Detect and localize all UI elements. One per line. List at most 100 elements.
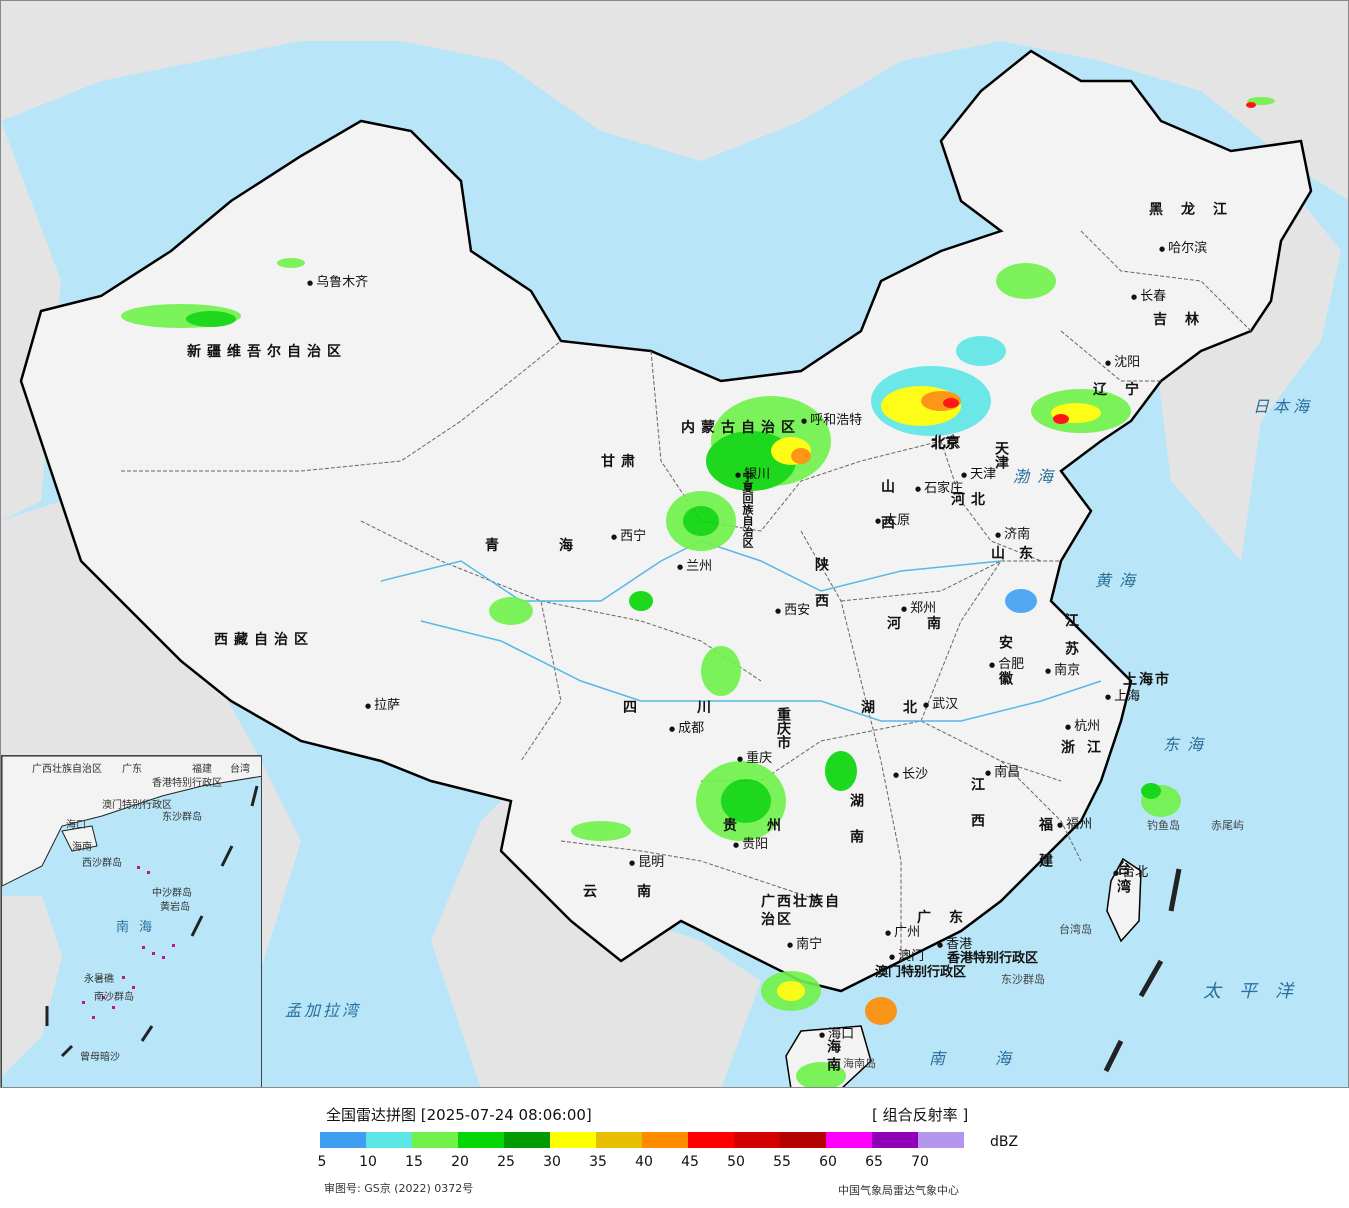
inset-label: 福建 xyxy=(192,764,212,775)
legend-color-cell xyxy=(734,1132,780,1148)
sea-label: 日本海 xyxy=(1253,397,1314,416)
inset-label: 黄岩岛 xyxy=(160,902,190,913)
province-label: 青海 xyxy=(485,538,633,554)
city-label: 石家庄 xyxy=(915,477,963,496)
inset-label: 南沙群岛 xyxy=(94,992,134,1003)
province-label: 江西 xyxy=(969,777,985,849)
city-label: 香港 xyxy=(937,933,972,952)
source-credit: 中国气象局雷达气象中心 xyxy=(838,1184,959,1197)
island-label: 台湾岛 xyxy=(1059,923,1092,936)
legend-color-cell xyxy=(780,1132,826,1148)
province-label: 广东 xyxy=(917,910,981,926)
inset-label: 中沙群岛 xyxy=(152,888,192,899)
sea-label: 太平洋 xyxy=(1203,981,1311,1002)
city-label: 武汉 xyxy=(923,693,958,712)
city-label: 乌鲁木齐 xyxy=(307,271,368,290)
legend-tick-label: 5 xyxy=(317,1154,327,1170)
legend-tick-label: 40 xyxy=(635,1154,653,1170)
legend-panel: 全国雷达拼图 [2025-07-24 08:06:00] [ 组合反射率 ] d… xyxy=(0,1088,1349,1208)
city-label: 呼和浩特 xyxy=(801,409,862,428)
city-label: 福州 xyxy=(1057,813,1092,832)
province-label: 香港特别行政区 xyxy=(947,951,1039,966)
legend-color-cell xyxy=(366,1132,412,1148)
province-label: 北京 xyxy=(931,436,959,452)
city-label: 重庆 xyxy=(737,747,772,766)
province-label: 湖北 xyxy=(861,700,945,716)
legend-color-cell xyxy=(320,1132,366,1148)
province-label: 河北 xyxy=(951,492,991,508)
inset-label: 广东 xyxy=(122,764,142,775)
province-label: 甘肃 xyxy=(601,454,641,470)
province-label: 内蒙古自治区 xyxy=(681,420,801,436)
sea-label: 渤海 xyxy=(1013,467,1062,486)
island-label: 赤尾屿 xyxy=(1211,819,1244,832)
city-label: 海口 xyxy=(819,1023,854,1042)
inset-label: 南海 xyxy=(116,920,163,935)
radar-map[interactable]: 新疆维吾尔自治区 西藏自治区 青海 甘肃 内蒙古自治区 黑龙江 吉林 辽宁 河北… xyxy=(0,0,1349,1088)
inset-label: 海口 xyxy=(66,820,86,831)
city-label: 贵阳 xyxy=(733,833,768,852)
city-label: 太原 xyxy=(875,509,910,528)
inset-label: 东沙群岛 xyxy=(162,812,202,823)
legend-tick-label: 50 xyxy=(727,1154,745,1170)
inset-label: 西沙群岛 xyxy=(82,858,122,869)
legend-tick-label: 20 xyxy=(451,1154,469,1170)
island-label: 钓鱼岛 xyxy=(1147,819,1180,832)
city-label: 合肥 xyxy=(989,653,1024,672)
legend-tick-label: 10 xyxy=(359,1154,377,1170)
south-china-sea-inset: 广西壮族自治区 广东 福建 台湾 香港特别行政区 澳门特别行政区 海口 海南 东… xyxy=(1,755,262,1087)
legend-color-cell xyxy=(688,1132,734,1148)
sea-label: 黄海 xyxy=(1095,571,1144,590)
province-label: 贵州 xyxy=(723,818,811,834)
city-label: 沈阳 xyxy=(1105,351,1140,370)
province-label: 云南 xyxy=(583,884,691,900)
province-label: 新疆维吾尔自治区 xyxy=(187,344,347,360)
province-label: 四川 xyxy=(623,700,771,716)
island-label: 海南岛 xyxy=(843,1057,876,1070)
city-label: 广州 xyxy=(885,921,920,940)
inset-label: 广西壮族自治区 xyxy=(32,764,102,775)
legend-tick-label: 35 xyxy=(589,1154,607,1170)
province-label: 河南 xyxy=(887,616,967,632)
province-label: 澳门特别行政区 xyxy=(875,965,967,980)
legend-color-cell xyxy=(918,1132,964,1148)
province-label: 西藏自治区 xyxy=(214,632,314,648)
legend-tick-label: 45 xyxy=(681,1154,699,1170)
province-label: 广西壮族自治区 xyxy=(761,894,841,928)
province-label: 重庆市 xyxy=(775,707,791,749)
city-label: 济南 xyxy=(995,523,1030,542)
city-label: 拉萨 xyxy=(365,694,400,713)
province-label: 陕西 xyxy=(813,557,829,629)
city-label: 长沙 xyxy=(893,763,928,782)
inset-label: 海南 xyxy=(72,842,92,853)
inset-label: 曾母暗沙 xyxy=(80,1052,120,1063)
city-label: 南昌 xyxy=(985,761,1020,780)
inset-label: 澳门特别行政区 xyxy=(102,800,172,811)
legend-tick-label: 30 xyxy=(543,1154,561,1170)
island-label: 东沙群岛 xyxy=(1001,973,1045,986)
province-label: 宁夏回族自治区 xyxy=(741,471,754,548)
province-label: 湖南 xyxy=(848,793,864,865)
city-label: 北京 xyxy=(931,433,962,451)
province-label: 山东 xyxy=(991,546,1047,562)
legend-tick-label: 55 xyxy=(773,1154,791,1170)
city-label: 昆明 xyxy=(629,851,664,870)
legend-color-cell xyxy=(504,1132,550,1148)
inset-label: 香港特别行政区 xyxy=(152,778,222,789)
city-label: 台北 xyxy=(1113,861,1148,880)
sea-label: 东海 xyxy=(1163,735,1212,754)
legend-tick-label: 25 xyxy=(497,1154,515,1170)
inset-label: 台湾 xyxy=(230,764,250,775)
legend-color-cell xyxy=(550,1132,596,1148)
province-label: 吉林 xyxy=(1153,312,1217,328)
legend-tick-label: 70 xyxy=(911,1154,929,1170)
city-label: 长春 xyxy=(1131,285,1166,304)
city-label: 郑州 xyxy=(901,597,936,616)
province-label: 黑龙江 xyxy=(1149,202,1245,218)
city-label: 西宁 xyxy=(611,525,646,544)
city-label: 兰州 xyxy=(677,555,712,574)
city-label: 成都 xyxy=(669,717,704,736)
legend-tick-label: 60 xyxy=(819,1154,837,1170)
legend-unit: dBZ xyxy=(990,1134,1019,1150)
city-label: 杭州 xyxy=(1065,715,1100,734)
